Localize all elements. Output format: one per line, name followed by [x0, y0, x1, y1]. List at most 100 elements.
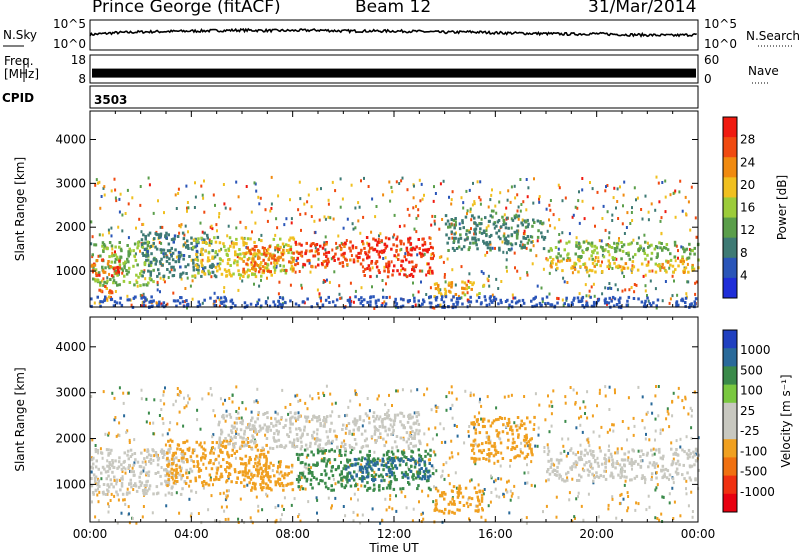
power-echo-sparse [382, 288, 384, 292]
power-region-9 [473, 230, 477, 234]
velocity-region-0 [111, 461, 115, 465]
velocity-region-8 [319, 422, 322, 425]
velocity-region-7 [575, 461, 579, 465]
power-ytick-label: 1000 [55, 264, 86, 278]
power-region-4 [208, 243, 211, 247]
power-echo-sparse [631, 219, 634, 222]
power-region-6 [337, 257, 340, 261]
velocity-region-0 [178, 473, 181, 477]
power-echo-sparse [239, 276, 242, 280]
velocity-echo-sparse [668, 492, 671, 496]
velocity-region-7 [599, 449, 602, 453]
power-region-5 [246, 246, 249, 250]
power-region-9 [507, 234, 510, 238]
power-region-8 [433, 295, 436, 299]
velocity-region-1 [237, 471, 241, 474]
velocity-region-7 [597, 464, 600, 468]
power-echo-sparse [260, 278, 262, 282]
velocity-region-3 [413, 465, 417, 469]
velocity-region-1 [172, 451, 175, 455]
velocity-echo-sparse [499, 464, 502, 468]
power-echo-sparse [277, 292, 280, 296]
velocity-echo-sparse [635, 501, 638, 505]
velocity-region-4 [374, 463, 377, 467]
power-region-11 [586, 270, 589, 274]
power-echo-sparse [201, 301, 204, 305]
velocity-echo-sparse [469, 391, 472, 395]
velocity-region-3 [416, 472, 419, 476]
power-region-9 [453, 226, 456, 230]
velocity-echo-sparse [164, 493, 167, 497]
power-echo-sparse [608, 236, 611, 240]
velocity-region-0 [148, 487, 151, 491]
velocity-echo-sparse [196, 408, 199, 412]
velocity-region-3 [316, 462, 319, 466]
velocity-region-8 [411, 415, 414, 419]
power-region-5 [249, 252, 252, 256]
power-echo-sparse [135, 226, 137, 230]
power-echo-sparse [186, 306, 188, 310]
velocity-region-4 [423, 477, 427, 481]
velocity-region-7 [556, 470, 559, 474]
power-region-11 [631, 267, 634, 271]
velocity-region-4 [351, 463, 354, 467]
power-region-12 [484, 298, 487, 302]
velocity-region-5 [453, 502, 456, 506]
velocity-echo-sparse [490, 476, 493, 480]
power-region-4 [254, 275, 258, 279]
velocity-echo-sparse [643, 426, 646, 430]
velocity-region-3 [342, 467, 345, 471]
power-region-7 [385, 265, 388, 269]
velocity-echo-sparse [632, 416, 635, 420]
power-region-12 [637, 297, 640, 301]
power-region-4 [222, 242, 225, 246]
velocity-region-6 [514, 455, 517, 459]
velocity-echo-sparse [344, 431, 347, 435]
power-region-9 [531, 224, 534, 228]
power-region-3 [211, 270, 215, 274]
velocity-region-6 [528, 446, 531, 450]
velocity-echo-sparse [94, 444, 97, 447]
velocity-echo-sparse [434, 453, 437, 457]
velocity-echo-sparse [117, 433, 120, 437]
power-echo-sparse [480, 217, 483, 221]
velocity-echo-sparse [395, 509, 398, 513]
power-region-9 [524, 220, 528, 224]
power-region-12 [249, 302, 253, 306]
velocity-echo-sparse [448, 391, 451, 395]
velocity-region-6 [524, 438, 528, 442]
velocity-region-3 [382, 468, 385, 472]
power-region-7 [368, 255, 371, 259]
velocity-region-7 [617, 473, 620, 477]
velocity-echo-sparse [379, 415, 382, 419]
power-region-3 [186, 239, 189, 243]
power-region-7 [364, 252, 368, 256]
velocity-echo-sparse [440, 475, 443, 479]
velocity-echo-sparse [205, 466, 208, 470]
power-echo-sparse [401, 176, 404, 180]
velocity-echo-sparse [485, 435, 488, 439]
velocity-echo-sparse [356, 483, 359, 487]
velocity-echo-sparse [318, 415, 321, 418]
velocity-echo-sparse [665, 417, 668, 421]
power-echo-sparse [593, 294, 596, 298]
power-region-10 [686, 256, 689, 260]
power-region-12 [539, 304, 543, 308]
velocity-region-6 [506, 446, 509, 450]
power-region-9 [475, 243, 478, 247]
power-region-7 [362, 242, 365, 246]
velocity-echo-sparse [357, 498, 359, 502]
velocity-region-3 [405, 456, 408, 459]
power-echo-sparse [431, 306, 434, 310]
velocity-region-6 [531, 453, 534, 457]
power-region-10 [550, 248, 553, 252]
velocity-region-6 [488, 441, 492, 445]
velocity-region-8 [318, 418, 321, 422]
velocity-region-3 [312, 463, 315, 467]
power-region-12 [118, 301, 122, 305]
power-echo-sparse [526, 271, 529, 275]
power-region-4 [275, 261, 279, 265]
power-region-12 [428, 301, 432, 305]
power-region-3 [154, 262, 157, 266]
power-echo-sparse [200, 184, 203, 188]
